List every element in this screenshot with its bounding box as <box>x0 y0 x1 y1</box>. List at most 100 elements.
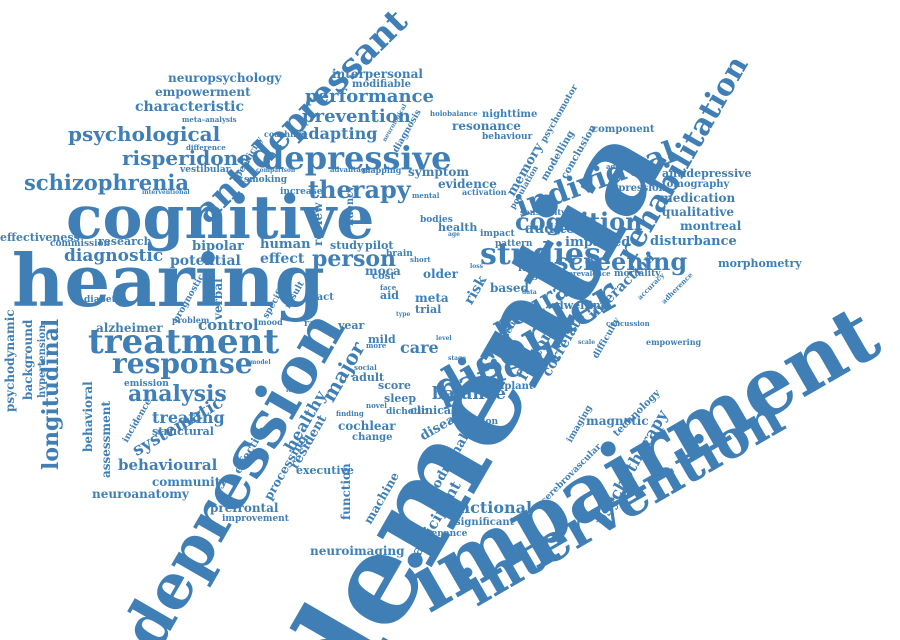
word-prevention: prevention <box>302 106 411 127</box>
word-scale: scale <box>578 339 596 346</box>
word-addenbrooke: addenbrooke <box>606 162 658 171</box>
word-social: social <box>354 363 377 372</box>
word-prevalence: prevalence <box>568 269 611 278</box>
word-significant: significant <box>455 517 515 528</box>
word-stage: stage <box>448 355 467 362</box>
word-holobalance: holobalance <box>430 109 478 118</box>
word-functional: functional <box>440 498 533 517</box>
word-year: year <box>338 319 365 332</box>
word-increase: increase <box>280 187 323 197</box>
word-model: model <box>250 359 271 366</box>
word-neuroimaging: neuroimaging <box>310 544 405 558</box>
word-group: group <box>532 271 562 281</box>
word-vestibular: vestibular <box>180 165 231 175</box>
word-fluency: fluency <box>345 185 356 226</box>
word-novel: novel <box>366 401 387 410</box>
word-pattern: pattern <box>495 239 533 249</box>
word-component: component <box>592 124 655 135</box>
word-type: type <box>396 311 411 318</box>
word-cost: cost <box>372 271 396 282</box>
word-potential: potential <box>170 253 241 269</box>
word-morphometry: morphometry <box>718 257 802 270</box>
word-level: level <box>436 335 452 342</box>
word-magnetic: magnetic <box>586 414 649 428</box>
word-psychodynamic: psychodynamic <box>3 309 17 412</box>
word-impact: impact <box>480 229 515 239</box>
word-schizophrenia: schizophrenia <box>24 170 190 195</box>
word-resonance: resonance <box>452 119 521 133</box>
word-nighttime: nighttime <box>482 109 538 120</box>
word-symptom: symptom <box>408 165 470 179</box>
word-neuroanatomy: neuroanatomy <box>92 487 189 501</box>
word-aid: aid <box>380 289 399 302</box>
word-screening: screening <box>555 247 688 276</box>
word-community: community <box>152 475 228 489</box>
word-adult: adult <box>352 371 385 384</box>
word-emission: emission <box>124 379 169 389</box>
word-neuropsychology: neuropsychology <box>168 71 282 85</box>
word-finding: finding <box>336 409 364 418</box>
word-assessment: assessment <box>99 400 113 478</box>
word-dwelling: dwelling <box>556 299 609 312</box>
word-response: response <box>112 347 253 380</box>
word-diagnostic: diagnostic <box>64 246 164 266</box>
word-education: education <box>448 417 498 427</box>
word-performance: performance <box>305 86 434 107</box>
word-verbal: verbal <box>211 278 225 320</box>
word-bipolar: bipolar <box>192 239 244 254</box>
word-tomography: tomography <box>662 179 730 190</box>
word-difference: difference <box>186 143 226 152</box>
word-metaanalysis: meta–analysis <box>182 115 237 124</box>
word-comparison: comparison <box>256 167 296 174</box>
word-modifiable: modifiable <box>352 79 411 90</box>
word-behavioral: behavioral <box>81 381 95 452</box>
word-antidepressive: antidepressive <box>662 167 752 180</box>
word-facial: facial <box>518 263 549 274</box>
word-race: race <box>304 319 326 329</box>
word-dichotic: dichotic <box>386 407 427 417</box>
word-behavioural: behavioural <box>118 456 218 474</box>
word-data: data <box>522 289 537 296</box>
word-sleep: sleep <box>384 392 417 405</box>
word-research: research <box>98 235 152 248</box>
word-based: based <box>490 281 529 295</box>
word-hypertension: hypertension <box>37 324 48 398</box>
word-empowerment: empowerment <box>155 85 251 99</box>
word-score: score <box>378 379 412 392</box>
word-health: health <box>438 221 478 234</box>
word-cognition: cognition <box>515 207 643 236</box>
word-mood: mood <box>258 317 283 327</box>
word-diabetes: diabetes <box>84 295 127 305</box>
word-disturbance: disturbance <box>650 234 737 249</box>
word-balance: balance <box>432 384 506 404</box>
word-expression: expression <box>606 183 666 194</box>
word-executive: executive <box>296 464 354 477</box>
word-mental: mental <box>412 191 440 200</box>
word-meta: meta <box>415 291 449 305</box>
word-depressive: depressive <box>262 139 452 177</box>
word-qualitative: qualitative <box>662 205 735 219</box>
word-moca: moca <box>365 264 401 278</box>
word-implant: implant <box>490 381 534 392</box>
word-mortality: mortality <box>614 269 661 279</box>
word-risperidone: risperidone <box>122 146 251 170</box>
word-brain: brain <box>386 249 413 259</box>
word-behaviour: behaviour <box>482 132 533 142</box>
word-commission: commission <box>50 239 111 249</box>
word-studies: studies <box>480 237 601 272</box>
word-tact: tact <box>312 292 334 303</box>
word-mild: mild <box>368 333 396 346</box>
word-effectiveness: effectiveness <box>0 231 80 244</box>
word-more: more <box>366 341 387 350</box>
word-empowering: empowering <box>646 337 702 347</box>
word-concussion: concussion <box>606 319 650 328</box>
word-clinical: clinical <box>410 404 456 417</box>
word-short: short <box>410 255 431 264</box>
word-bodies: bodies <box>420 215 453 225</box>
word-cochlear: cochlear <box>338 419 396 433</box>
word-activation: activation <box>462 187 507 197</box>
word-improvement: improvement <box>222 514 289 524</box>
word-psychological: psychological <box>68 122 221 146</box>
word-mapping: mapping <box>362 165 402 175</box>
